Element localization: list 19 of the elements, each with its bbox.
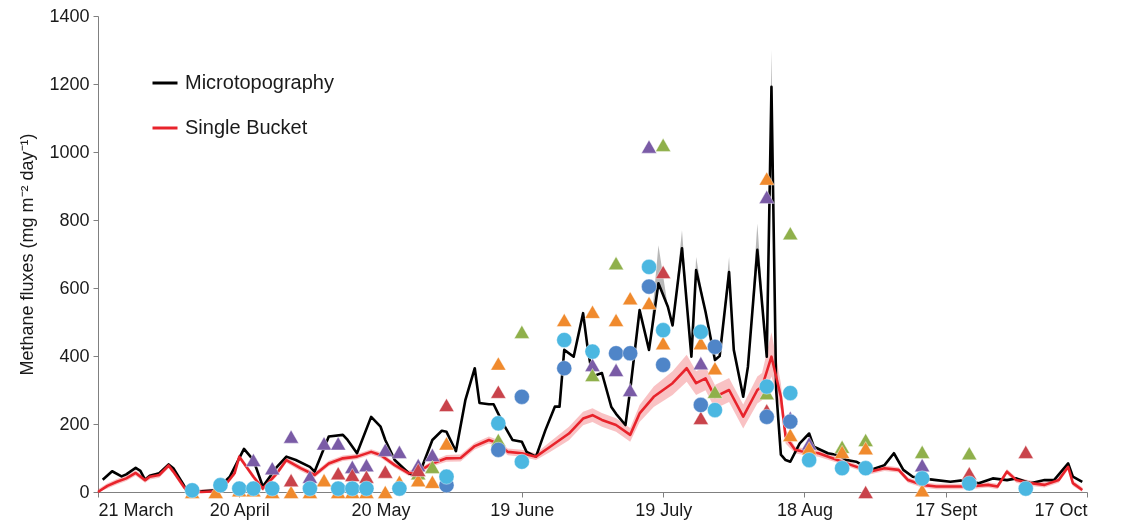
y-tick-label: 1200 (49, 73, 90, 94)
x-tick-label: 20 April (209, 499, 270, 520)
x-tick-label: 17 Sept (915, 499, 978, 520)
y-axis-title: Methane fluxes (mg m⁻² day⁻¹) (17, 133, 38, 376)
x-tick-label: 20 May (351, 499, 411, 520)
legend-label: Microtopography (185, 71, 334, 93)
x-tick-label: 19 June (490, 499, 555, 520)
y-tick-label: 600 (59, 277, 90, 298)
x-tick-label: 18 Aug (776, 499, 833, 520)
y-tick-label: 1400 (49, 5, 90, 26)
y-tick-label: 1000 (49, 141, 90, 162)
legend-label: Single Bucket (185, 116, 308, 138)
y-tick-label: 0 (79, 481, 90, 502)
x-tick-label: 17 Oct (1034, 499, 1088, 520)
x-tick-label: 19 July (635, 499, 693, 520)
y-tick-label: 400 (59, 345, 90, 366)
y-tick-label: 800 (59, 209, 90, 230)
x-tick-label: 21 March (98, 499, 174, 520)
y-tick-label: 200 (59, 413, 90, 434)
